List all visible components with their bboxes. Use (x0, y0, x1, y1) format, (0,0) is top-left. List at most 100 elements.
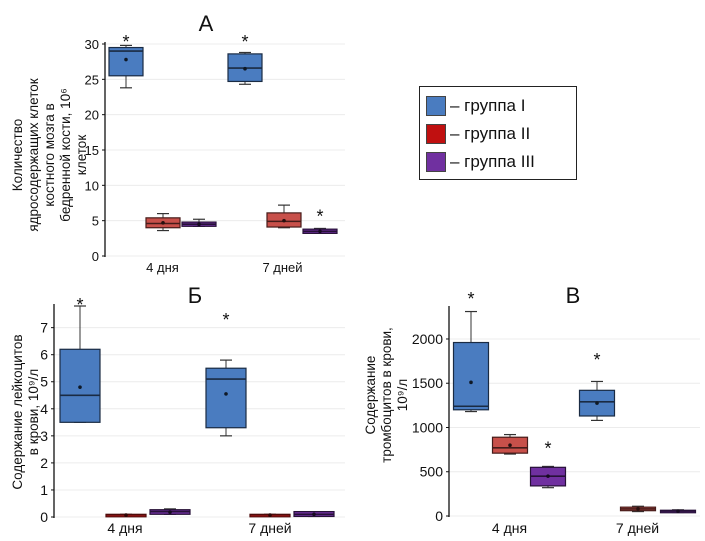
box-группа-I-0: * (108, 32, 144, 89)
mean-point (161, 220, 165, 225)
x-category-label: 4 дня (492, 520, 527, 536)
mean-point (282, 218, 286, 223)
y-tick-label: 6 (40, 347, 48, 363)
y-tick-label: 1 (40, 482, 48, 498)
mean-point (312, 512, 316, 517)
significance-star: * (593, 350, 600, 370)
box-группа-I-1: * (205, 310, 247, 437)
y-tick-label: 0 (92, 249, 99, 264)
box-группа-III-0 (149, 508, 191, 515)
y-tick-label: 5 (92, 214, 99, 229)
box-группа-II-0 (105, 513, 147, 518)
significance-star: * (122, 32, 129, 52)
significance-star: * (241, 32, 248, 52)
y-tick-label: 5 (40, 374, 48, 390)
legend-label: – группа III (450, 152, 535, 171)
chart-panel-1: 0 1 2 3 4 5 6 7 Б Содержание лейкоцитов в крови, 1… (10, 283, 345, 536)
significance-star: * (316, 206, 323, 226)
y-tick-label: 4 (40, 401, 48, 417)
y-tick-label: 2000 (412, 331, 443, 347)
x-category-label: 4 дня (146, 260, 179, 275)
mean-point (546, 474, 550, 478)
mean-point (168, 510, 172, 514)
box-body (452, 341, 490, 411)
legend-swatch-red (426, 124, 446, 144)
significance-star: * (76, 295, 83, 315)
legend-item-group-1: – группа I (426, 93, 525, 119)
legend-item-group-3: – группа III (426, 149, 535, 175)
y-axis-label-line: Количество (10, 119, 25, 192)
mean-point (197, 222, 201, 226)
y-tick-label: 2 (40, 455, 48, 471)
y-tick-label: 10 (85, 178, 99, 193)
mean-point (636, 507, 640, 511)
y-tick-label: 0 (40, 509, 48, 525)
box-группа-II-0 (145, 213, 181, 232)
x-category-label: 7 дней (616, 520, 659, 536)
box-body (108, 46, 144, 77)
box-группа-I-0: * (59, 295, 101, 423)
chart-panel-0: 0 5 10 15 20 25 30 А Количество ядросодержащих кл… (10, 11, 345, 275)
y-axis-label-line: Содержание лейкоцитов (10, 334, 25, 489)
y-axis-label-line: 10⁹/л (395, 379, 410, 411)
y-tick-label: 30 (85, 37, 99, 52)
mean-point (595, 401, 599, 405)
legend-item-group-2: – группа II (426, 121, 530, 147)
y-axis-label-line: Содержание (363, 356, 378, 435)
y-axis-label-line: клеток (74, 135, 89, 176)
x-category-label: 4 дня (107, 520, 142, 536)
y-tick-label: 3 (40, 428, 48, 444)
box-группа-I-1: * (578, 350, 616, 422)
chart-panel-2: 0 500 1000 1500 2000 В Содержание тромбоцитов в… (363, 283, 700, 536)
box-группа-II-1 (619, 505, 657, 513)
mean-point (124, 57, 128, 62)
y-tick-label: 25 (85, 72, 99, 87)
mean-point (243, 66, 247, 71)
box-группа-II-0 (491, 433, 529, 455)
mean-point (268, 513, 272, 517)
box-группа-I-1: * (227, 32, 263, 85)
chart-title: Б (188, 283, 202, 308)
mean-point (224, 392, 228, 396)
mean-point (318, 229, 322, 234)
mean-point (469, 380, 473, 385)
x-category-label: 7 дней (248, 520, 291, 536)
mean-point (508, 443, 512, 447)
chart-title: А (199, 11, 214, 36)
box-группа-II-1 (266, 204, 302, 229)
significance-star: * (467, 289, 474, 309)
y-tick-label: 500 (420, 464, 444, 480)
y-tick-label: 1000 (412, 419, 443, 435)
box-группа-I-0: * (452, 289, 490, 413)
y-axis-label-line: бедренной кости, 10⁶ (58, 88, 73, 222)
box-группа-III-0: * (529, 438, 567, 489)
significance-star: * (222, 310, 229, 330)
y-tick-label: 0 (435, 508, 443, 524)
y-tick-label: 20 (85, 108, 99, 123)
box-body (205, 367, 247, 429)
mean-point (78, 385, 82, 389)
box-группа-III-1 (293, 510, 335, 518)
y-axis-label-line: тромбоцитов в крови, (379, 327, 394, 463)
x-category-label: 7 дней (262, 260, 302, 275)
box-группа-III-1: * (302, 206, 338, 234)
box-группа-II-1 (249, 513, 291, 518)
legend-label: – группа II (450, 124, 531, 143)
significance-star: * (544, 438, 551, 458)
box-группа-III-0 (181, 218, 217, 227)
legend-swatch-blue (426, 96, 446, 116)
mean-point (676, 509, 680, 513)
y-axis-label-line: ядросодержащих клеток (26, 78, 41, 231)
y-tick-label: 7 (40, 320, 48, 336)
legend: – группа I – группа II – группа III (419, 86, 577, 180)
y-tick-label: 1500 (412, 375, 443, 391)
mean-point (124, 513, 128, 517)
legend-swatch-purple (426, 152, 446, 172)
chart-title: В (566, 283, 581, 308)
y-tick-label: 15 (85, 143, 99, 158)
legend-label: – группа I (450, 96, 526, 115)
box-группа-III-1 (659, 509, 697, 514)
y-axis-label-line: в крови, 10⁹/л (26, 369, 41, 455)
y-axis-label-line: костного мозга в (42, 103, 57, 206)
